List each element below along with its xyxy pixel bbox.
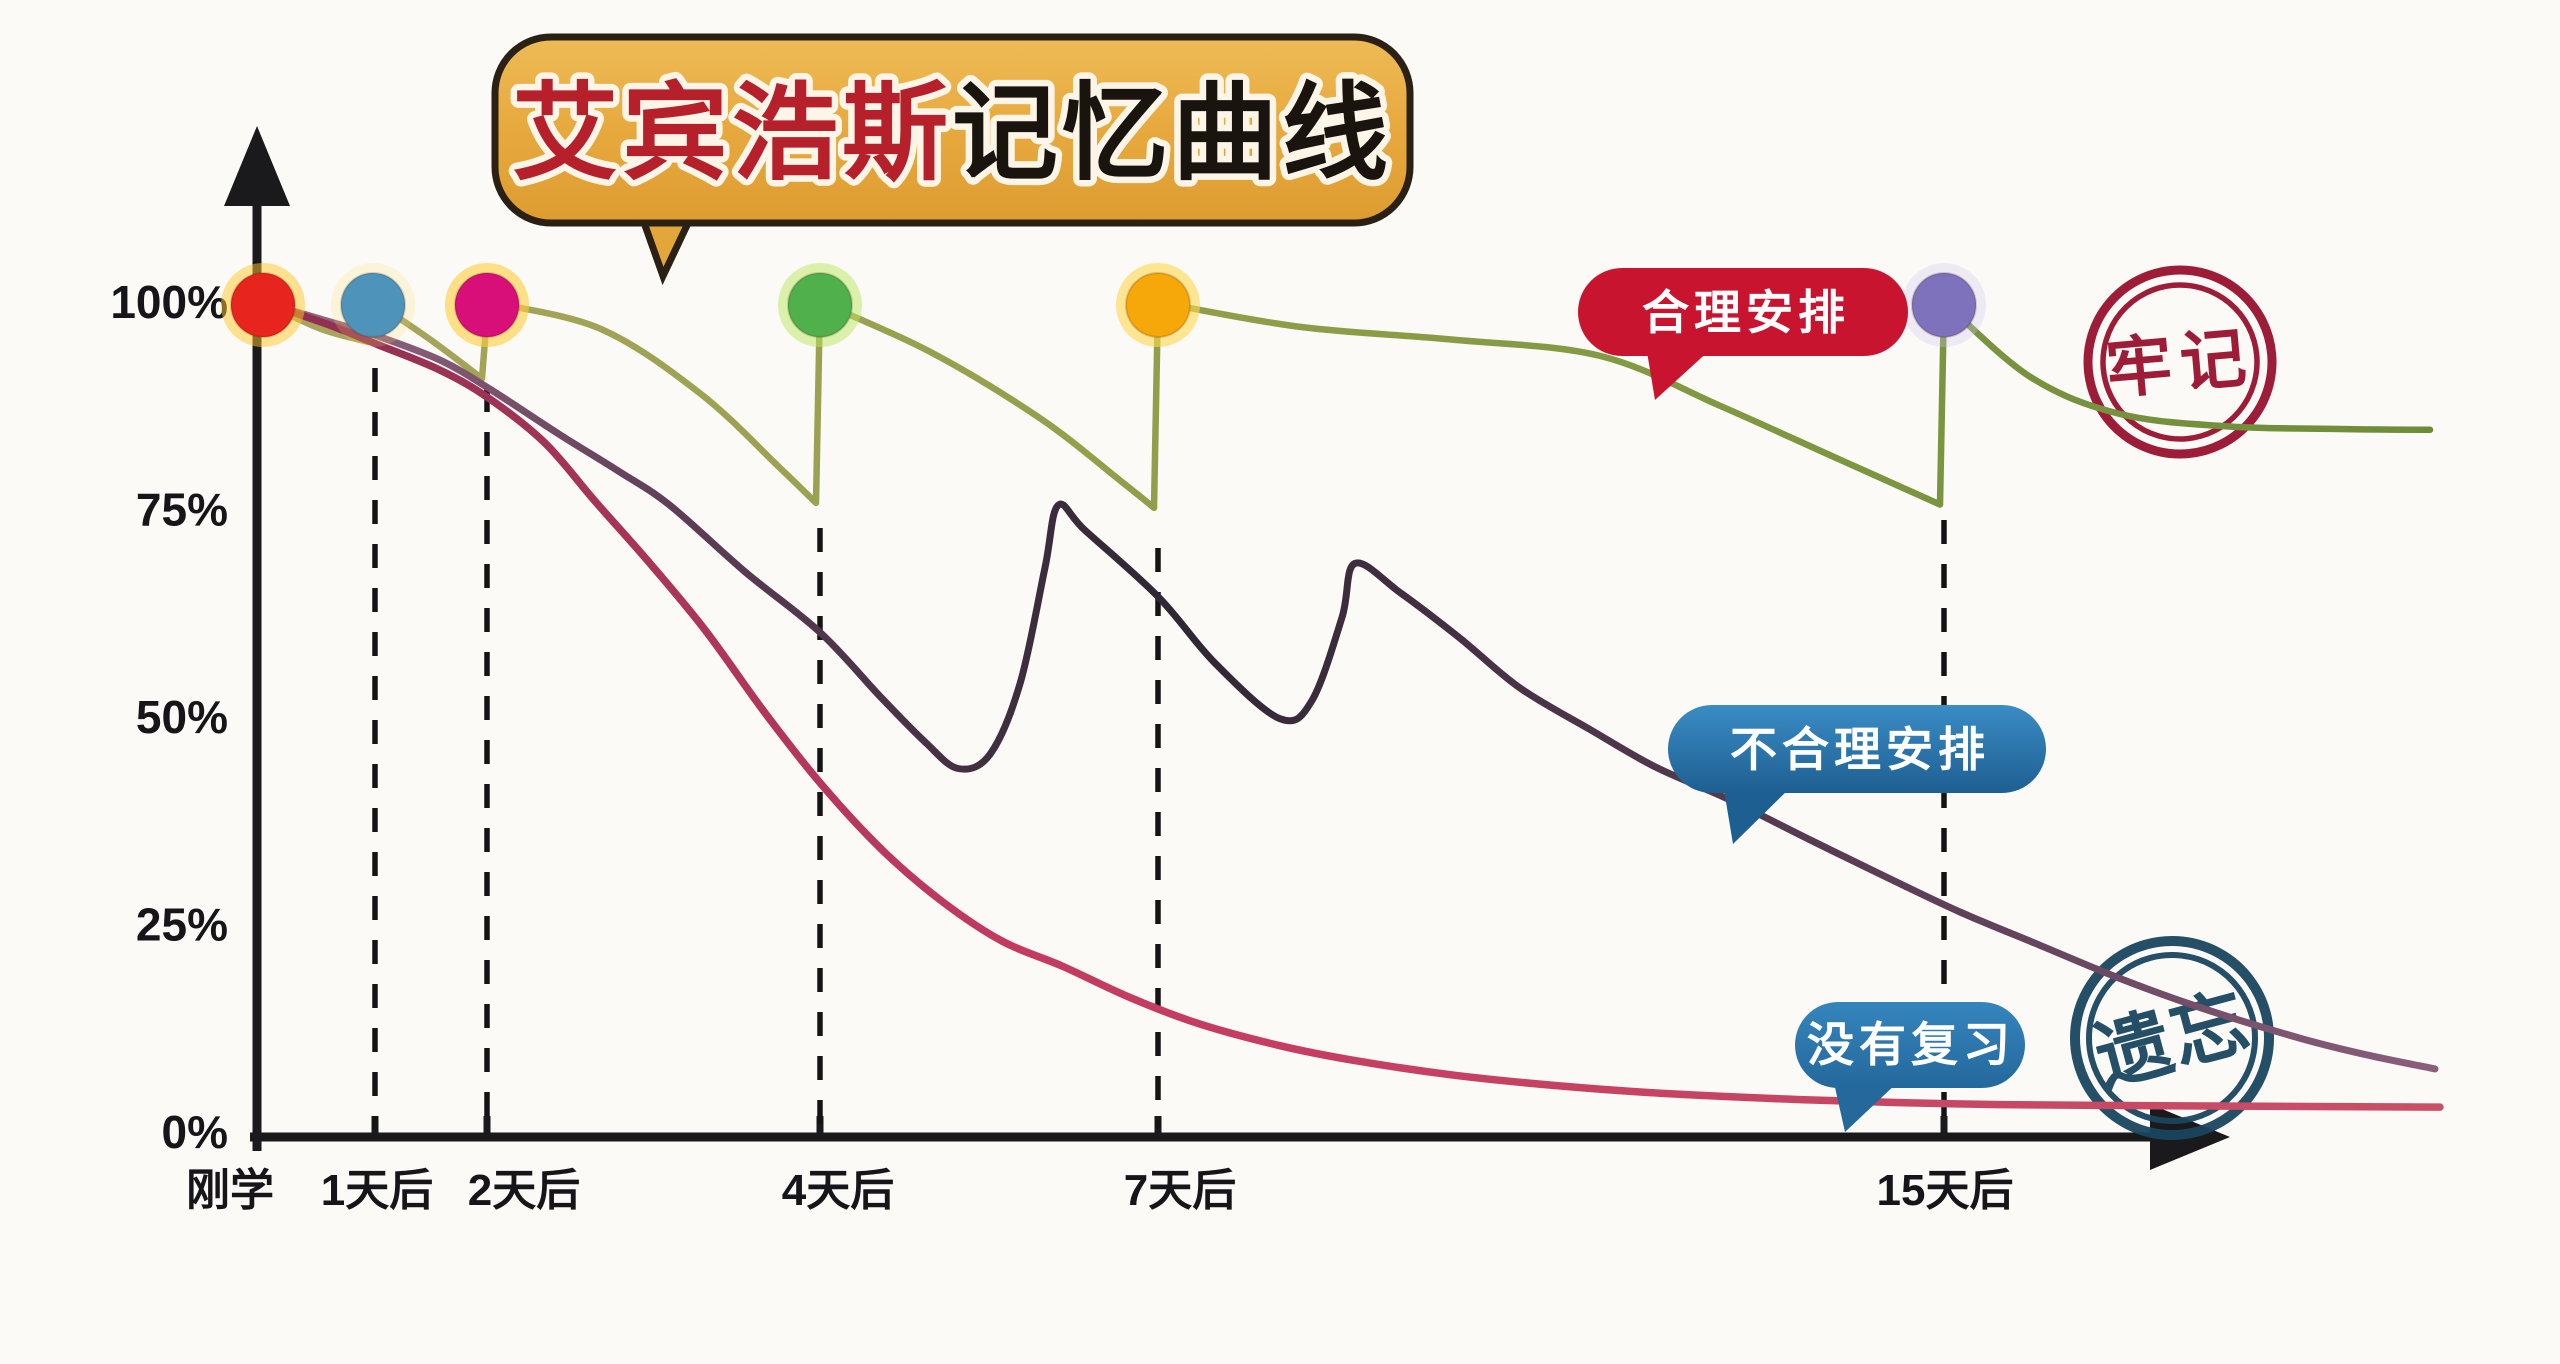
y-tick-label: 25% xyxy=(136,899,228,951)
review-dots-group xyxy=(221,263,1986,347)
no-review-callout: 没有复习 xyxy=(1795,1002,2025,1132)
bad-plan-callout: 不合理安排 xyxy=(1668,705,2046,844)
page-title: 艾宾浩斯记忆曲线 xyxy=(512,75,1392,193)
review-dot xyxy=(454,272,520,338)
no-review-label: 没有复习 xyxy=(1807,1018,2015,1071)
review-dot xyxy=(230,272,296,338)
no-review-callout-pill xyxy=(1795,1002,2025,1088)
good-plan-callout-pill xyxy=(1578,268,1908,356)
remember-stamp-outer-ring xyxy=(2083,265,2277,459)
review-dot xyxy=(787,272,853,338)
review-dot xyxy=(340,272,406,338)
y-tick-label: 75% xyxy=(136,484,228,536)
x-tick-label: 15天后 xyxy=(1877,1166,2014,1215)
good-plan-callout: 合理安排 xyxy=(1578,268,1908,400)
remember-stamp: 牢记 xyxy=(2083,265,2277,459)
axes-group: 100% 75% 50% 25% 0% 刚学 1天后 2天后 4天后 7天后 15天后 xyxy=(110,126,2230,1215)
remember-stamp-text: 牢记 xyxy=(2103,320,2257,407)
y-axis-arrowhead xyxy=(224,126,290,206)
curve-bad-plan xyxy=(259,298,2439,1073)
x-tick-label: 1天后 xyxy=(321,1166,433,1215)
title-bubble-pill xyxy=(491,33,1414,227)
bad-plan-callout-tail xyxy=(1722,778,1792,844)
forget-stamp-outer-ring xyxy=(2070,936,2274,1140)
x-tick-label: 4天后 xyxy=(782,1166,894,1215)
x-tick-label: 刚学 xyxy=(186,1166,274,1215)
forget-stamp-inner-ring xyxy=(2086,952,2258,1124)
y-tick-label: 0% xyxy=(162,1106,228,1158)
review-dot xyxy=(1911,272,1977,338)
good-plan-label: 合理安排 xyxy=(1642,286,1850,339)
review-dot xyxy=(1125,272,1191,338)
remember-stamp-inner-ring xyxy=(2100,282,2260,442)
bad-plan-label: 不合理安排 xyxy=(1730,723,1990,776)
title-part-red: 艾宾浩斯 xyxy=(512,75,952,193)
curve-no-review xyxy=(259,298,2444,1111)
title-part-black: 记忆曲线 xyxy=(952,75,1392,193)
title-bubble: 艾宾浩斯记忆曲线 xyxy=(491,33,1414,286)
bad-plan-callout-pill xyxy=(1668,705,2046,793)
x-tick-label: 7天后 xyxy=(1124,1166,1236,1215)
y-tick-label: 100% xyxy=(110,276,228,328)
x-tick-label: 2天后 xyxy=(468,1166,580,1215)
y-tick-label: 50% xyxy=(136,691,228,743)
forget-stamp: 遗忘 xyxy=(2070,936,2274,1140)
no-review-callout-tail xyxy=(1832,1074,1898,1132)
